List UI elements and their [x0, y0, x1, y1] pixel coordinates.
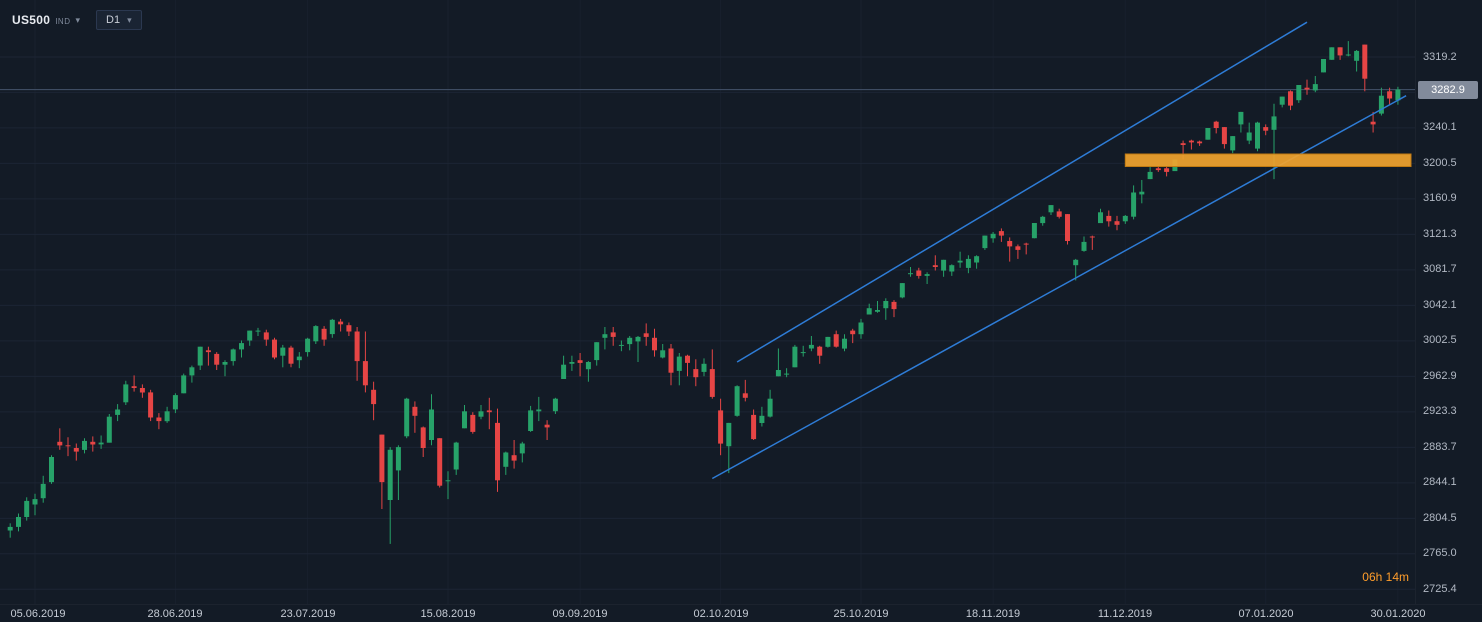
price-axis-label: 3121.3 [1423, 228, 1457, 240]
price-axis[interactable]: 3282.9 3319.2 3240.1 3200.5 3160.9 3121.3 308… [1415, 0, 1482, 604]
timeframe-selector[interactable]: D1 ▾ [96, 10, 142, 30]
time-axis-label: 02.10.2019 [685, 608, 757, 620]
chart-header: US500 IND ▾ D1 ▾ [12, 10, 142, 30]
price-axis-label: 3200.5 [1423, 157, 1457, 169]
resistance-zone[interactable] [1125, 154, 1411, 167]
timeframe-label: D1 [106, 14, 120, 26]
price-axis-label: 2923.3 [1423, 405, 1457, 417]
price-axis-label: 2725.4 [1423, 583, 1457, 595]
time-axis-label: 11.12.2019 [1089, 608, 1161, 620]
chevron-down-icon: ▾ [75, 16, 80, 25]
price-axis-label: 2765.0 [1423, 547, 1457, 559]
last-price-badge: 3282.9 [1418, 81, 1478, 99]
time-axis-label: 30.01.2020 [1362, 608, 1434, 620]
chevron-down-icon: ▾ [127, 16, 132, 25]
price-axis-label: 2844.1 [1423, 476, 1457, 488]
trading-platform: US500 IND ▾ D1 ▾ 06h 14m 3282.9 3319.232… [0, 0, 1482, 622]
price-axis-label: 2883.7 [1423, 441, 1457, 453]
time-axis-label: 07.01.2020 [1230, 608, 1302, 620]
channel-lower-trendline[interactable] [712, 96, 1406, 479]
channel-upper-trendline[interactable] [737, 22, 1307, 362]
price-axis-label: 3240.1 [1423, 121, 1457, 133]
time-axis-label: 28.06.2019 [139, 608, 211, 620]
time-axis-label: 09.09.2019 [544, 608, 616, 620]
symbol-name: US500 [12, 13, 50, 27]
time-axis-label: 15.08.2019 [412, 608, 484, 620]
price-axis-label: 3160.9 [1423, 192, 1457, 204]
candles-layer [8, 41, 1401, 544]
instrument-type-label: IND [55, 17, 70, 26]
candlestick-chart[interactable] [0, 0, 1415, 604]
price-axis-label: 3002.5 [1423, 334, 1457, 346]
time-axis-label: 18.11.2019 [957, 608, 1029, 620]
price-axis-label: 2962.9 [1423, 370, 1457, 382]
candle-countdown: 06h 14m [1362, 570, 1409, 584]
price-axis-label: 3319.2 [1423, 51, 1457, 63]
time-axis-label: 25.10.2019 [825, 608, 897, 620]
time-axis-label: 23.07.2019 [272, 608, 344, 620]
time-axis[interactable]: 05.06.2019 28.06.2019 23.07.2019 15.08.2019… [0, 604, 1482, 622]
time-axis-label: 05.06.2019 [2, 608, 74, 620]
price-axis-label: 2804.5 [1423, 512, 1457, 524]
price-axis-label: 3081.7 [1423, 263, 1457, 275]
symbol-selector[interactable]: US500 IND ▾ [12, 13, 80, 27]
chart-area[interactable]: US500 IND ▾ D1 ▾ 06h 14m [0, 0, 1415, 604]
price-axis-label: 3042.1 [1423, 299, 1457, 311]
